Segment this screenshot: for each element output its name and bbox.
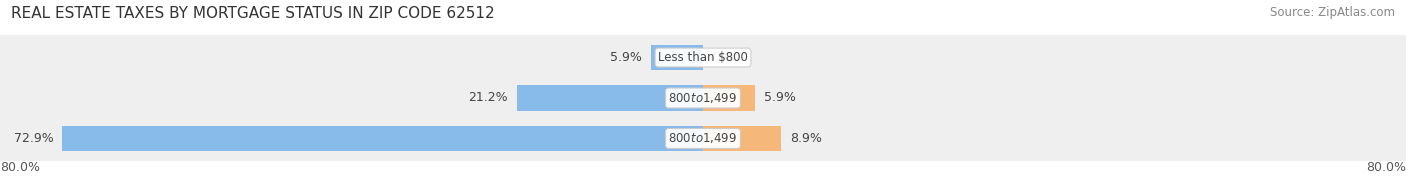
Text: 5.9%: 5.9%	[763, 92, 796, 104]
Text: 0.0%: 0.0%	[711, 51, 744, 64]
Text: 5.9%: 5.9%	[610, 51, 643, 64]
Bar	[517, 85, 703, 111]
Text: 80.0%: 80.0%	[1367, 161, 1406, 174]
Text: $800 to $1,499: $800 to $1,499	[668, 132, 738, 145]
FancyBboxPatch shape	[0, 19, 1406, 96]
Bar	[703, 85, 755, 111]
Text: 80.0%: 80.0%	[0, 161, 39, 174]
Bar	[703, 126, 782, 151]
Text: Less than $800: Less than $800	[658, 51, 748, 64]
FancyBboxPatch shape	[0, 60, 1406, 136]
Text: 8.9%: 8.9%	[790, 132, 823, 145]
Text: 72.9%: 72.9%	[14, 132, 53, 145]
Bar	[651, 45, 703, 70]
Text: Source: ZipAtlas.com: Source: ZipAtlas.com	[1270, 6, 1395, 19]
Text: REAL ESTATE TAXES BY MORTGAGE STATUS IN ZIP CODE 62512: REAL ESTATE TAXES BY MORTGAGE STATUS IN …	[11, 6, 495, 21]
Text: 21.2%: 21.2%	[468, 92, 508, 104]
Bar	[62, 126, 703, 151]
Text: $800 to $1,499: $800 to $1,499	[668, 91, 738, 105]
FancyBboxPatch shape	[0, 100, 1406, 177]
